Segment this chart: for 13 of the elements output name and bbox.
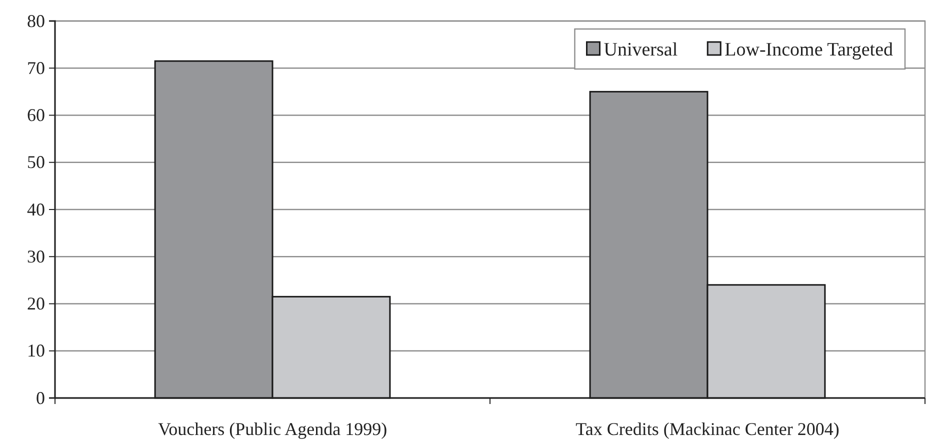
y-tick-label: 40	[27, 199, 45, 220]
legend-label: Low-Income Targeted	[724, 40, 894, 61]
x-tick-label: Vouchers (Public Agenda 1999)	[158, 418, 388, 439]
y-tick-label: 50	[27, 152, 45, 172]
x-tick-label: Tax Credits (Mackinac Center 2004)	[576, 418, 840, 439]
y-tick-label: 30	[27, 246, 45, 266]
y-tick-label: 10	[27, 340, 45, 361]
legend-label: Universal	[604, 40, 678, 61]
y-tick-label: 80	[27, 10, 45, 31]
y-tick-label: 20	[27, 294, 45, 314]
y-tick-label: 70	[27, 58, 45, 78]
y-tick-label: 60	[27, 105, 45, 126]
y-tick-label: 0	[36, 388, 45, 408]
